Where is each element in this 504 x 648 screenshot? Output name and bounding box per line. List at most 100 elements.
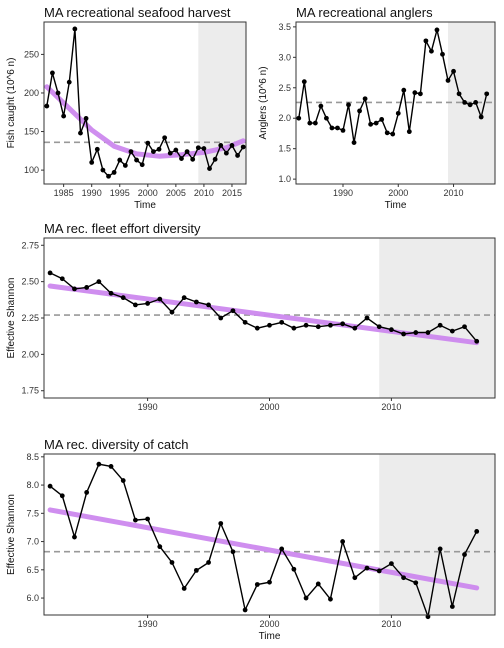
data-point [66,79,72,85]
x-tick-label: 1990 [82,188,102,198]
data-point [106,173,111,179]
data-point [401,87,407,93]
data-point [84,490,90,495]
y-tick-label: 3.0 [278,52,291,62]
y-tick-label: 150 [24,127,39,137]
data-point [267,322,272,328]
trend-line [44,84,246,159]
data-point [474,528,480,534]
x-tick-label: 1990 [138,619,158,629]
data-point [193,299,199,305]
data-point [133,302,138,308]
data-point [437,322,443,328]
data-point [47,270,53,276]
data-point [111,170,117,175]
plot-frame [295,21,496,185]
panel-anglers: MA recreational anglers 1990 2000 2010 1.0 1… [258,5,496,211]
data-point [440,51,445,57]
data-point [462,99,467,105]
y-tick-label: 250 [24,49,39,59]
data-point [230,549,236,555]
data-point [301,79,307,85]
x-tick-label: 2000 [138,188,158,198]
data-point [373,120,379,126]
data-point [362,96,368,102]
data-point [340,539,346,544]
data-point [340,321,346,327]
data-point [329,125,335,131]
data-point [296,115,302,121]
x-tick-label: 2000 [259,619,279,629]
x-tick-label: 1985 [54,188,74,198]
panel-title: MA rec. diversity of catch [44,437,189,452]
data-point [61,113,67,119]
data-point [72,286,77,292]
data-point [318,103,324,109]
y-tick-label: 2.5 [278,83,291,93]
data-point [456,91,462,97]
data-point [390,131,396,137]
data-point [235,153,240,158]
y-tick-label: 6.5 [26,565,39,575]
data-point [364,565,370,571]
data-point [474,338,480,344]
y-tick-label: 6.0 [26,593,39,603]
data-point [47,483,53,489]
data-point [303,322,309,328]
data-point [218,315,224,321]
data-point [59,493,65,499]
trend-line [47,507,480,591]
data-point [169,309,175,315]
data-point [376,568,382,574]
data-point [462,552,467,557]
data-point [167,150,173,156]
data-point [169,560,175,565]
data-point [201,146,207,151]
x-tick-label: 2005 [166,188,186,198]
data-point [328,596,333,602]
data-point [84,285,90,290]
data-point [207,166,212,171]
panel-catch-diversity: MA rec. diversity of catch 1990 2000 2010 6… [6,437,496,642]
data-point [335,125,340,131]
data-point [291,325,297,331]
data-point [413,330,419,335]
data-point [451,68,456,74]
y-axis-label: Fish caught (10^6 n) [6,58,17,149]
data-point [139,162,145,168]
y-tick-label: 1.0 [278,174,291,184]
panel-title: MA recreational seafood harvest [44,5,231,20]
data-point [179,156,184,161]
data-point [134,157,139,163]
x-tick-label: 1995 [110,188,130,198]
data-point [417,91,423,97]
data-point [190,156,196,162]
data-point [467,102,473,108]
data-point [218,521,224,526]
data-point [328,322,333,328]
data-point [230,308,236,314]
y-tick-label: 7.0 [26,537,39,547]
data-point [449,604,455,609]
data-point [122,163,128,168]
data-point [223,150,229,156]
data-point [206,302,211,308]
data-point [388,327,394,333]
y-tick-label: 1.75 [21,386,39,396]
data-point [117,157,123,163]
data-point [78,130,83,136]
data-point [145,140,151,146]
data-point [96,461,102,467]
data-point [145,516,151,522]
data-point [120,478,126,483]
data-point [425,330,431,335]
data-point [352,325,358,331]
data-point [128,149,134,155]
data-point [429,48,434,54]
y-axis-label: Anglers (10^6 n) [258,66,269,139]
y-tick-label: 2.50 [21,277,39,287]
x-axis-label: Time [385,200,407,211]
data-point [412,90,418,96]
data-point [94,146,100,152]
